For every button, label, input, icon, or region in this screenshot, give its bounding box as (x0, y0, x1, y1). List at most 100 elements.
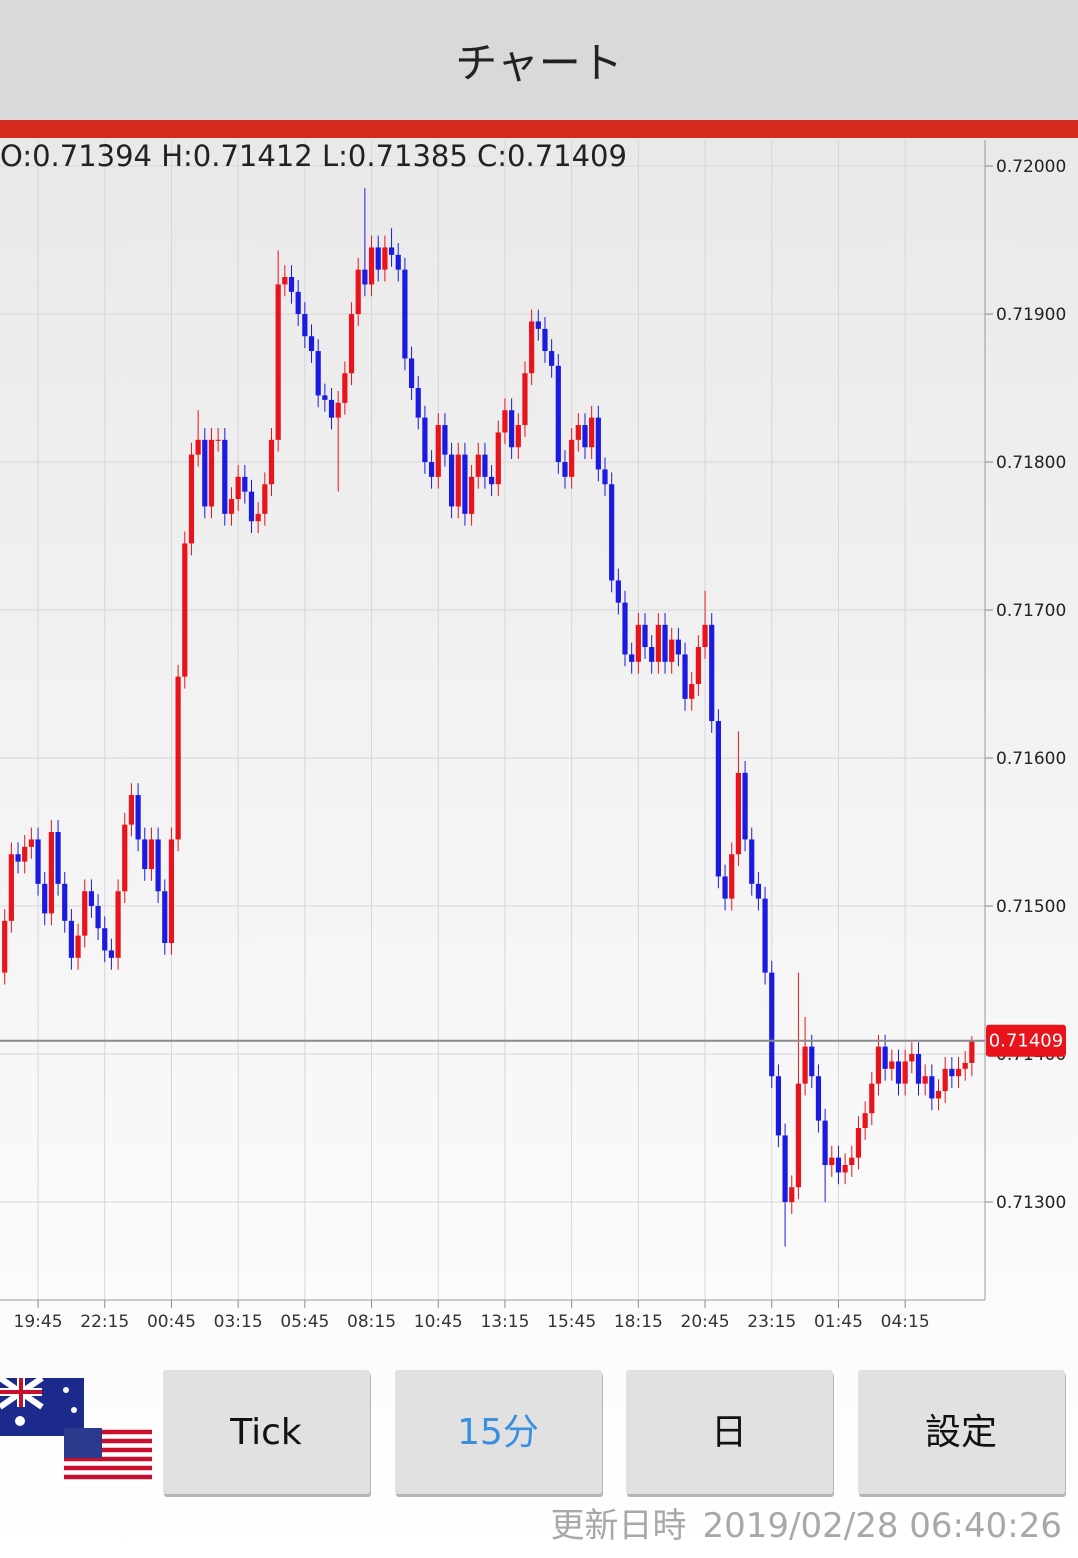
button-label[interactable]: 設定 (925, 1412, 997, 1453)
candle-body (95, 906, 101, 929)
candle-body (408, 358, 415, 389)
candle-body (288, 277, 295, 292)
y-tick-label: 0.71800 (996, 453, 1066, 473)
candle-body (529, 321, 535, 374)
candle-body (749, 839, 755, 884)
candle-body (415, 388, 421, 418)
candle-body (355, 269, 361, 315)
candle-body (195, 439, 201, 455)
candle-body (162, 891, 168, 944)
flag-au-star (63, 1387, 69, 1393)
candle-body (489, 476, 495, 485)
flag-us-canton (64, 1428, 102, 1458)
candle-body (82, 891, 88, 936)
candle-body (762, 898, 768, 973)
candle-body (228, 499, 235, 514)
candle-body (649, 647, 655, 662)
candle-body (675, 639, 681, 655)
candle-body (235, 476, 241, 500)
candle-body (208, 439, 215, 507)
candle-body (382, 247, 388, 270)
candle-body (869, 1083, 875, 1114)
candle-body (428, 462, 435, 477)
button-label[interactable]: 日 (711, 1412, 747, 1453)
x-tick-label: 00:45 (147, 1312, 196, 1332)
flag-us-stripes (64, 1429, 152, 1480)
candle-body (715, 721, 721, 877)
candle-body (88, 891, 95, 907)
candle-body (8, 854, 14, 921)
candle-body (28, 839, 34, 847)
candle-body (969, 1040, 975, 1063)
candle-body (522, 373, 528, 426)
candle-body (655, 624, 661, 662)
candle-body (175, 676, 181, 840)
candle-body (515, 425, 521, 448)
candle-body (575, 425, 581, 440)
button-label[interactable]: Tick (229, 1412, 302, 1453)
candle-body (115, 891, 121, 958)
candle-body (475, 454, 481, 477)
x-tick-label: 05:45 (280, 1312, 329, 1332)
candle-body (735, 772, 741, 855)
button-label[interactable]: 15分 (457, 1412, 539, 1453)
candle-body (642, 624, 648, 648)
candle-body (595, 417, 601, 470)
update-value: 2019/02/28 06:40:26 (703, 1506, 1062, 1546)
x-tick-label: 13:15 (480, 1312, 529, 1332)
candle-body (822, 1120, 828, 1166)
candle-body (922, 1076, 928, 1084)
candle-body (322, 395, 328, 400)
candle-body (809, 1046, 815, 1077)
candle-body (929, 1076, 935, 1099)
button-bar: Tick 15分 日 設定 (163, 1370, 1066, 1497)
candle-body (882, 1046, 888, 1069)
candle-body (482, 454, 488, 477)
candle-body (782, 1135, 788, 1203)
candle-body (775, 1076, 782, 1136)
y-tick-label: 0.71500 (996, 897, 1066, 917)
candle-body (202, 439, 208, 507)
candle-body (48, 832, 54, 914)
candle-body (348, 314, 355, 374)
candle-body (375, 247, 381, 270)
x-tick-label: 10:45 (414, 1312, 463, 1332)
candle-body (215, 439, 221, 441)
candle-body (509, 410, 515, 448)
button[interactable] (163, 1370, 370, 1494)
candle-body (222, 439, 228, 514)
button[interactable] (858, 1370, 1065, 1494)
candle-body (622, 602, 628, 655)
candle-body (122, 824, 128, 892)
ohlc-header: O:0.71394 H:0.71412 L:0.71385 C:0.71409 (0, 139, 627, 173)
button[interactable] (626, 1370, 833, 1494)
candle-body (142, 839, 148, 870)
background (0, 138, 1078, 1558)
candle-body (909, 1054, 915, 1062)
x-tick-label: 01:45 (814, 1312, 863, 1332)
candle-body (188, 454, 195, 544)
candle-body (742, 772, 748, 840)
x-tick-label: 03:15 (214, 1312, 263, 1332)
candle-body (75, 935, 81, 958)
candle-body (22, 846, 28, 862)
candle-body (128, 795, 135, 825)
chart: 0.72000 0.71900 0.71800 0.71700 0.71600 0.715… (0, 139, 1066, 1332)
candle-body (275, 284, 281, 440)
candle-body (589, 417, 595, 448)
candle-body (168, 839, 175, 944)
y-tick-label: 0.71600 (996, 749, 1066, 769)
flag-au-star (71, 1407, 77, 1413)
candle-body (562, 462, 568, 477)
candle-body (422, 417, 428, 463)
candle-body (42, 883, 48, 914)
candle-body (669, 639, 675, 662)
candle-body (829, 1157, 835, 1166)
candle-body (662, 624, 668, 662)
button[interactable] (395, 1370, 602, 1494)
update-label: 更新日時 (551, 1506, 687, 1546)
candle-body (442, 425, 448, 455)
candle-body (282, 277, 288, 285)
